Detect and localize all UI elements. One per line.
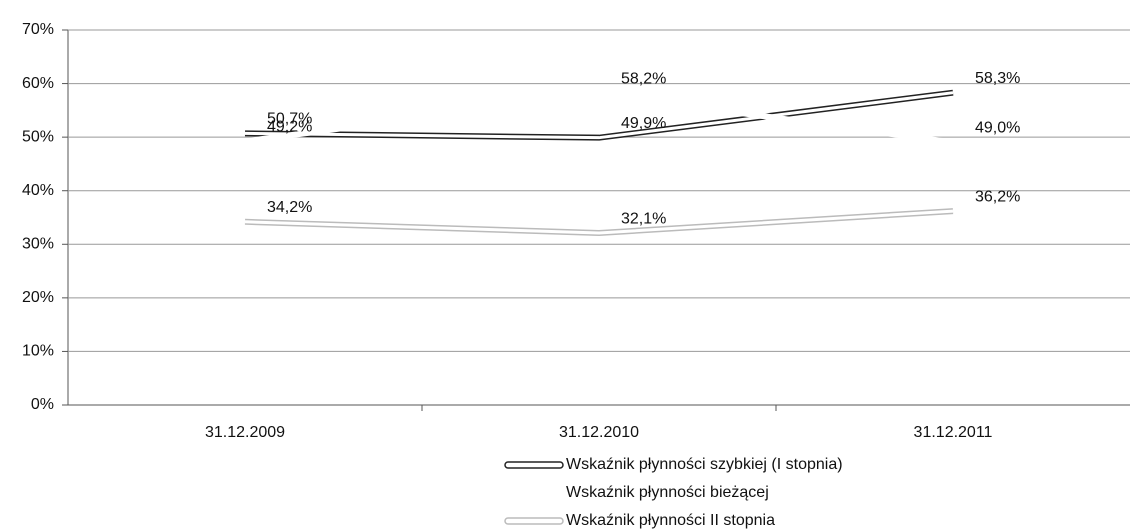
y-tick-label: 10% [22, 343, 54, 360]
series-line [244, 91, 954, 140]
legend-label: Wskaźnik płynności szybkiej (I stopnia) [566, 456, 843, 473]
data-label: 49,2% [267, 119, 312, 136]
data-label: 36,2% [975, 188, 1020, 205]
y-tick-label: 0% [31, 396, 54, 413]
data-label: 58,2% [621, 70, 666, 87]
y-tick-label: 60% [22, 75, 54, 92]
x-tick-label: 31.12.2009 [205, 424, 285, 441]
line-outline [244, 208, 954, 237]
line-outline [244, 89, 954, 141]
x-tick-label: 31.12.2011 [914, 424, 993, 441]
y-tick-label: 70% [22, 21, 54, 38]
y-tick-label: 50% [22, 128, 54, 145]
x-tick-label: 31.12.2010 [559, 424, 639, 441]
y-tick-label: 40% [22, 182, 54, 199]
data-label: 32,1% [621, 210, 666, 227]
data-label: 49,9% [621, 115, 666, 132]
data-label: 49,0% [975, 120, 1020, 137]
series-line [244, 91, 954, 144]
legend-label: Wskaźnik płynności II stopnia [566, 512, 775, 529]
legend-swatch [504, 489, 564, 497]
data-label: 58,3% [975, 70, 1020, 87]
legend-label: Wskaźnik płynności bieżącej [566, 484, 769, 501]
legend-swatch [504, 517, 564, 525]
y-tick-label: 20% [22, 289, 54, 306]
legend-swatch [504, 461, 564, 469]
series-line [244, 209, 954, 235]
y-tick-label: 30% [22, 236, 54, 253]
data-label: 50,7% [267, 111, 312, 128]
data-label: 34,2% [267, 199, 312, 216]
